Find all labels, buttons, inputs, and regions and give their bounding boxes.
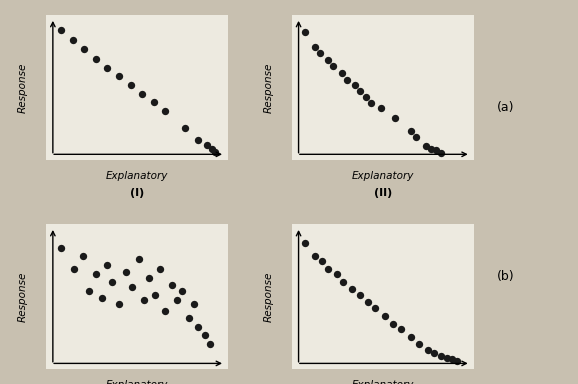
Point [139,297,149,303]
Text: (b): (b) [497,270,514,283]
Point [194,137,203,143]
Point [114,73,124,79]
Point [138,91,147,97]
Point [355,292,364,298]
Point [316,50,325,56]
Point [205,341,214,347]
Point [436,353,446,359]
Text: Explanatory: Explanatory [106,380,168,384]
Point [342,76,351,83]
Point [324,57,333,63]
Point [347,286,356,292]
Point [156,266,165,272]
Point [324,266,333,272]
Point [412,134,421,140]
Point [68,37,77,43]
Point [337,70,346,76]
Point [126,82,135,88]
Point [310,253,320,259]
Point [168,282,177,288]
Text: (II): (II) [374,189,392,199]
Point [201,331,210,338]
Point [301,240,310,246]
Point [161,108,170,114]
Point [91,56,101,62]
Point [98,295,107,301]
Point [406,334,416,340]
Text: (a): (a) [497,101,514,114]
Text: (I): (I) [130,189,144,199]
Point [317,258,327,264]
Point [427,146,436,152]
Point [57,245,66,251]
Point [144,275,153,281]
Point [177,288,187,295]
Point [397,326,406,333]
Point [57,27,66,33]
Point [380,313,389,319]
Text: Response: Response [18,62,28,113]
Point [161,308,170,314]
Text: Response: Response [18,271,28,322]
Point [151,292,160,298]
Point [367,100,376,106]
Point [103,65,112,71]
Point [184,314,193,321]
Point [448,356,457,362]
Point [114,301,124,308]
Point [189,301,198,308]
Point [329,63,338,70]
Point [355,88,364,94]
Point [207,146,216,152]
Text: Explanatory: Explanatory [352,380,414,384]
Point [423,347,432,353]
Point [128,284,137,290]
Point [388,321,398,327]
Point [134,255,143,262]
Point [429,350,439,356]
Point [210,149,220,155]
Point [301,29,310,35]
Point [370,305,379,311]
Point [406,127,416,134]
Point [310,44,320,50]
Point [436,150,446,156]
Point [121,268,130,275]
Point [350,82,360,88]
Point [364,299,373,305]
Point [108,279,117,285]
Point [377,105,386,111]
Point [149,99,158,105]
Point [415,341,424,347]
Point [70,266,79,272]
Point [180,125,190,131]
Point [453,358,462,364]
Text: Explanatory: Explanatory [352,171,414,181]
Point [443,355,452,361]
Point [172,297,181,303]
Text: Response: Response [264,271,274,322]
Point [91,271,101,277]
Point [431,147,440,154]
Point [103,262,112,268]
Point [194,324,203,330]
Point [202,142,212,148]
Point [80,46,89,53]
Point [421,143,431,149]
Point [339,279,348,285]
Point [390,114,399,121]
Point [84,288,94,295]
Point [332,271,341,277]
Point [78,253,87,259]
Text: Response: Response [264,62,274,113]
Text: Explanatory: Explanatory [106,171,168,181]
Point [362,94,371,100]
